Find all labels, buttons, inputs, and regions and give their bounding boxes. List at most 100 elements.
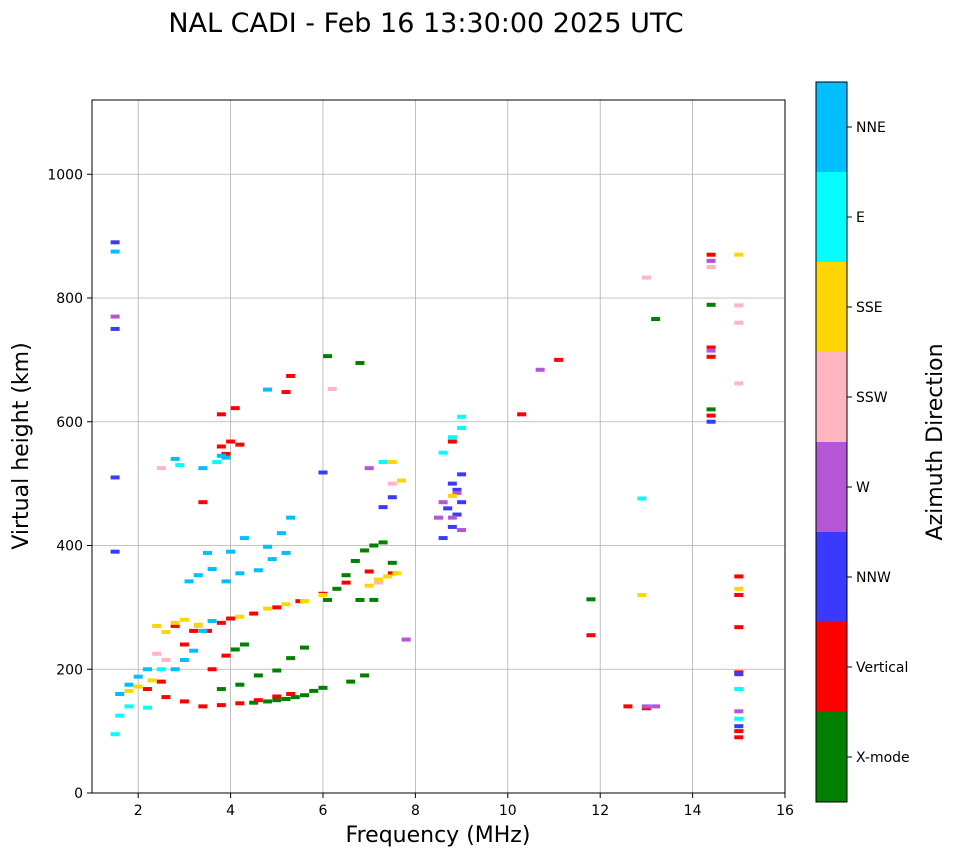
colorbar-segment [816,532,847,622]
echo-point [323,597,333,602]
echo-point [341,580,351,585]
echo-point [170,620,180,625]
x-tick-label: 2 [134,803,143,819]
echo-point [457,528,467,533]
echo-point [142,667,152,672]
echo-point [706,407,716,412]
echo-point [124,688,134,693]
echo-point [216,620,226,625]
colorbar-tick-label: Vertical [856,660,908,676]
echo-point [216,687,226,692]
echo-point [263,699,273,704]
colorbar-label: Azimuth Direction [923,343,948,540]
echo-point [263,606,273,611]
echo-point [189,628,199,633]
echo-point [263,544,273,549]
colorbar-tick-label: NNW [856,570,891,586]
echo-point [207,618,217,623]
x-tick-label: 6 [319,803,328,819]
echo-point [447,515,457,520]
echo-point [198,500,208,505]
echo-point [447,494,457,498]
echo-point [207,667,217,672]
echo-point [734,672,744,677]
echo-point [397,478,407,483]
echo-point [706,345,716,350]
echo-point [156,667,166,672]
echo-point [438,450,448,455]
echo-point [332,586,342,591]
colorbar-segment [816,442,847,532]
echo-point [623,704,633,709]
echo-point [170,667,180,672]
echo-point [734,716,744,721]
echo-point [230,406,240,411]
echo-point [235,614,245,619]
echo-point [369,543,379,548]
echo-point [457,472,467,477]
echo-point [152,651,162,656]
echo-point [286,515,296,520]
echo-point [286,373,296,378]
echo-point [447,439,457,444]
echo-point [373,577,383,582]
echo-point [207,567,217,572]
echo-point [295,599,305,604]
echo-point [203,628,212,633]
echo-point [226,616,236,621]
echo-point [734,303,744,308]
colorbar-tick-label: X-mode [856,750,910,766]
y-tick-label: 0 [74,786,83,802]
x-tick-label: 8 [411,803,420,819]
echo-point [156,466,166,471]
echo-point [360,673,370,678]
echo-point [373,580,383,585]
echo-point [281,696,291,701]
echo-point [734,586,744,591]
echo-point [133,674,143,679]
echo-point [281,550,291,555]
x-tick-label: 14 [684,803,702,819]
echo-point [706,413,716,418]
echo-point [457,500,467,505]
plot-area: 2 4 6 8 10 12 14 16 0 200 400 600 800 1000 [47,99,794,819]
echo-point [198,628,208,633]
echo-point [272,605,282,610]
echo-point [110,240,120,245]
echo-point [276,531,286,536]
echo-point [300,645,310,650]
echo-point [249,611,259,616]
echo-point [447,435,457,440]
echo-point [124,682,134,687]
echo-point [235,682,245,687]
series-nne [110,249,296,696]
echo-point [221,579,231,584]
chart-title: NAL CADI - Feb 16 13:30:00 2025 UTC [168,8,683,39]
echo-point [364,466,374,471]
echo-point [198,704,208,709]
echo-point [341,573,351,578]
echo-point [198,466,208,471]
echo-point [586,633,596,638]
echo-point [161,630,171,635]
series-nnw [110,240,744,729]
echo-point [383,574,393,579]
colorbar-segment [816,352,847,442]
echo-point [734,381,744,386]
echo-point [651,704,661,709]
echo-point [221,451,231,456]
echo-point [263,387,273,392]
echo-point [364,569,374,574]
echo-point [706,302,716,307]
echo-point [438,500,448,505]
echo-point [517,412,527,417]
echo-point [447,524,457,529]
colorbar-tick-label: NNE [856,120,886,136]
echo-point [318,685,328,690]
echo-point [230,647,240,652]
echo-point [369,597,379,602]
echo-point [452,490,462,495]
echo-point [734,574,744,579]
echo-point [235,701,245,706]
echo-point [272,694,282,699]
